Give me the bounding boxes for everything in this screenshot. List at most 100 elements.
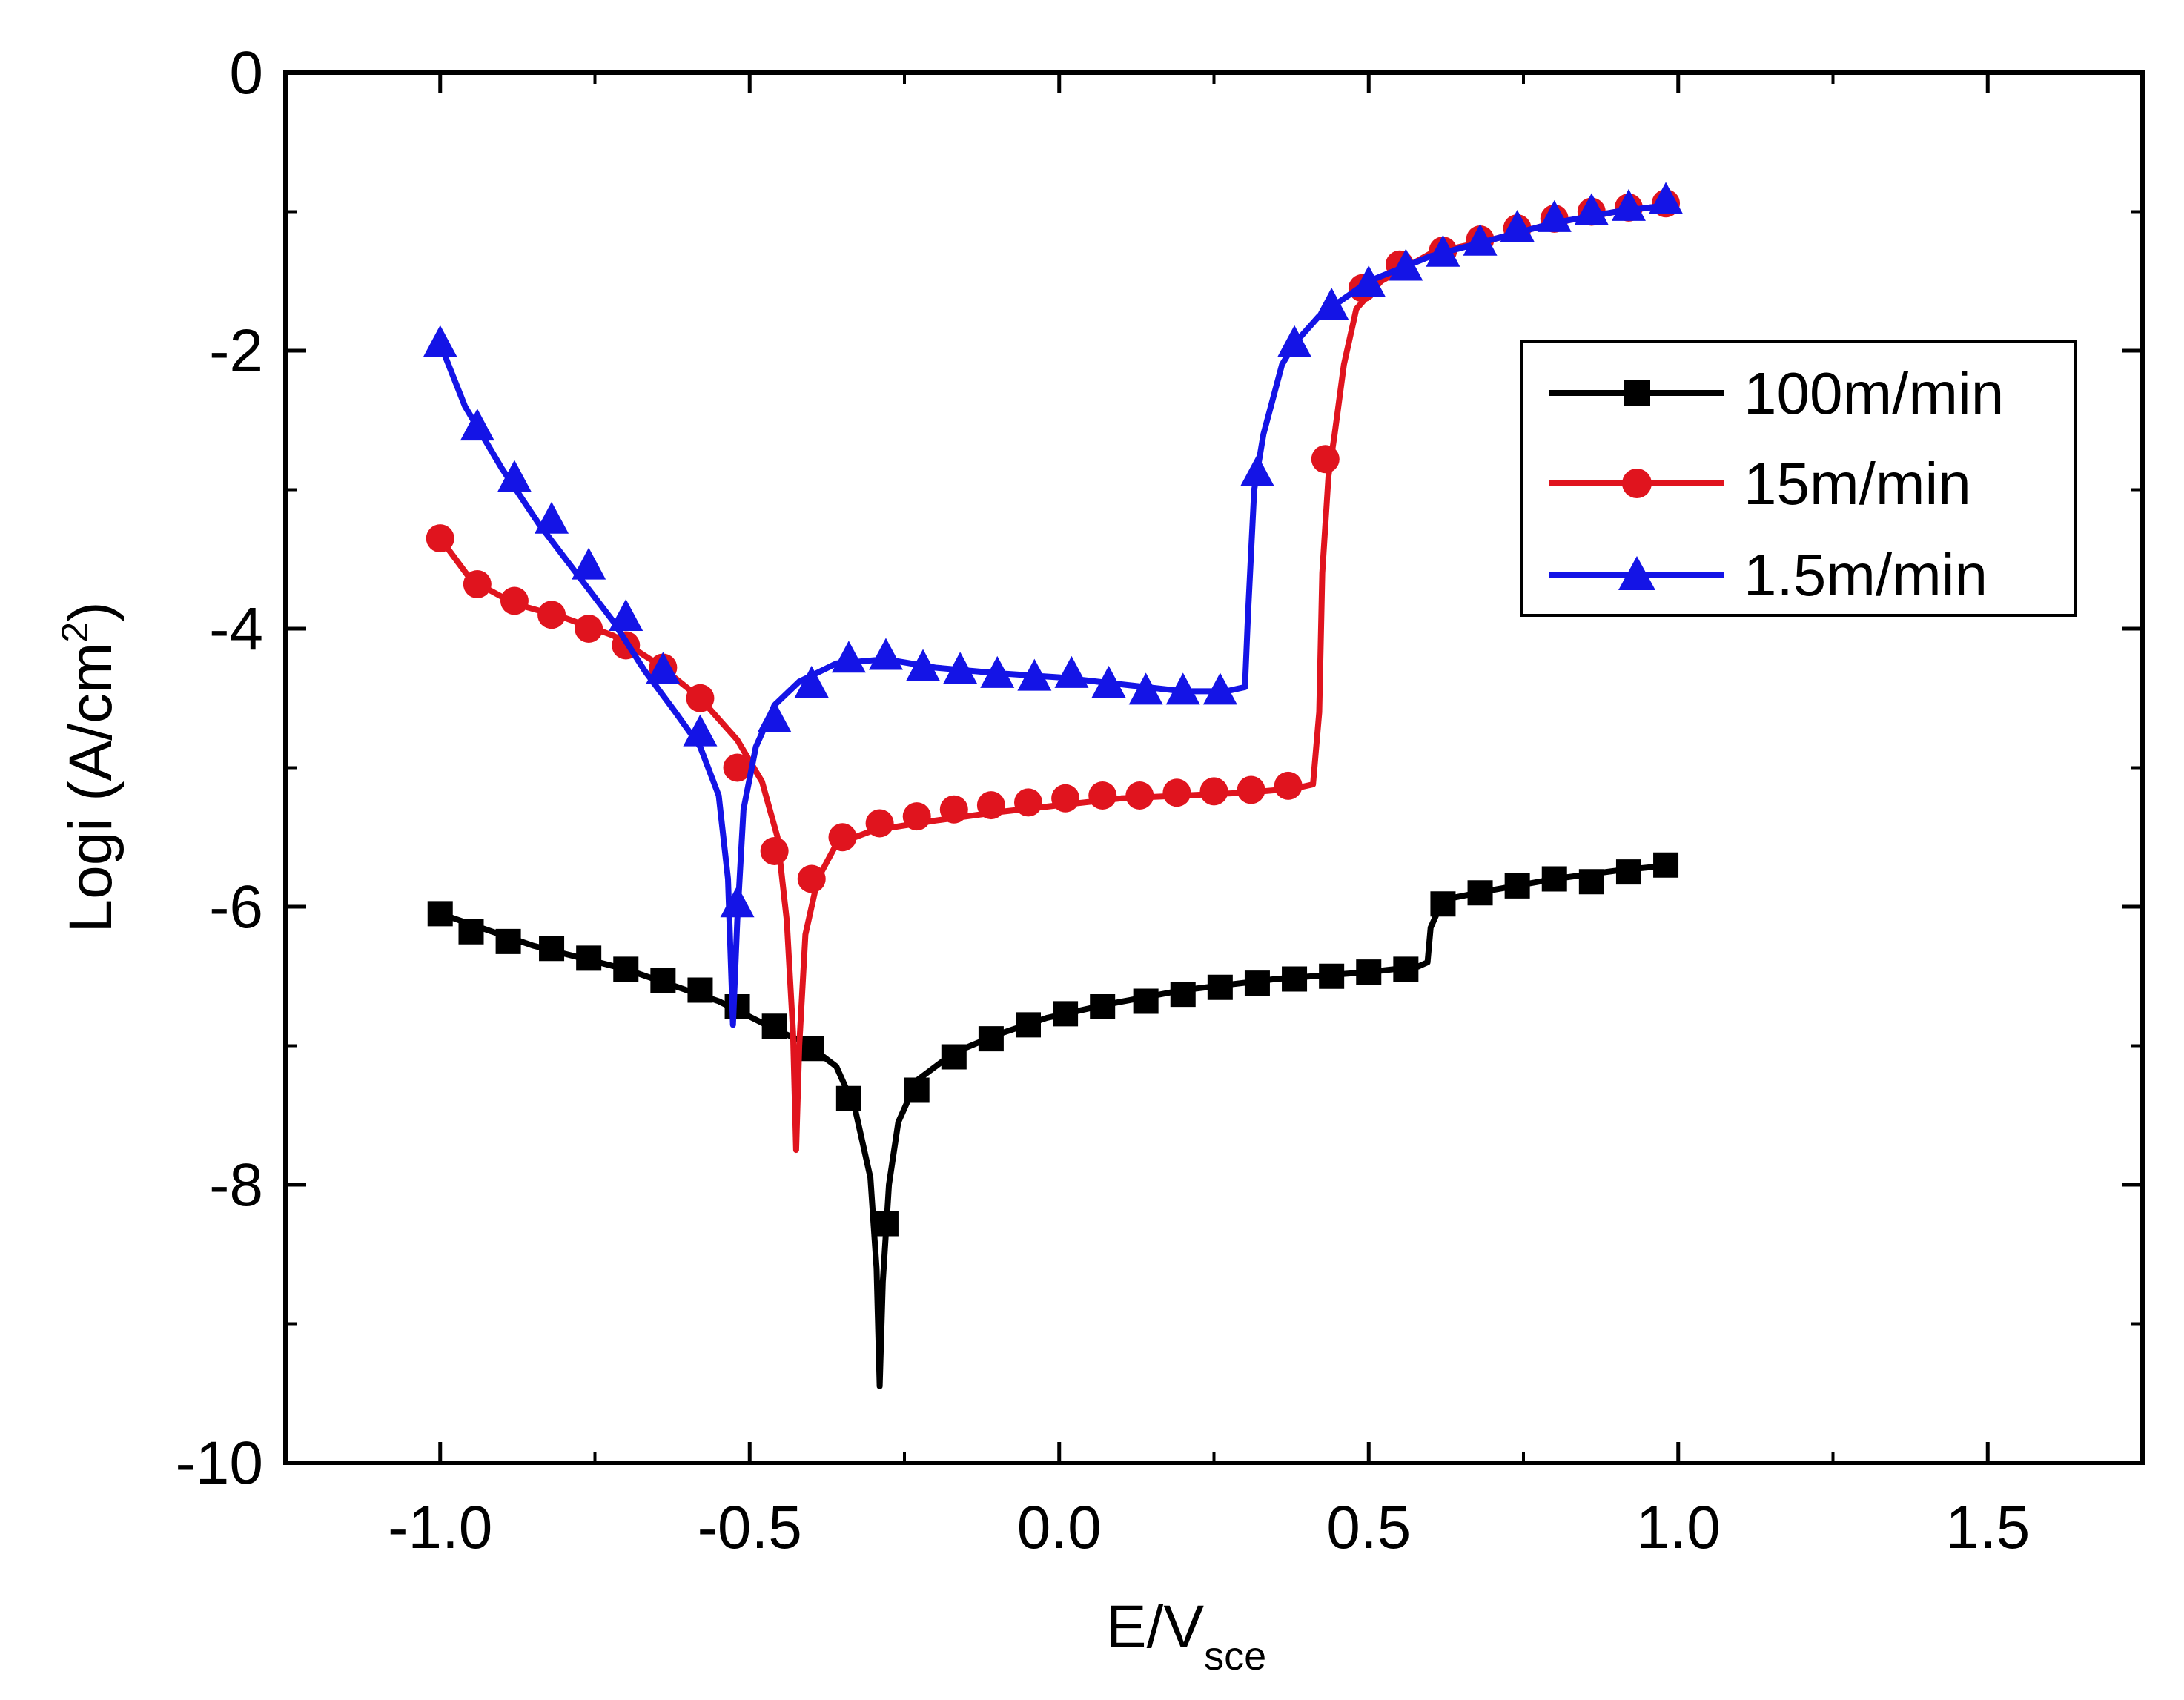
x-tick-label: 1.0 bbox=[1636, 1494, 1721, 1561]
legend-entry-100m-min: 100m/min bbox=[1549, 360, 2004, 426]
data-point-circle bbox=[1125, 781, 1154, 810]
data-point-triangle bbox=[1017, 658, 1052, 691]
data-point-triangle bbox=[646, 652, 681, 684]
series-15m-min bbox=[426, 189, 1681, 1154]
data-point-square bbox=[1653, 852, 1679, 878]
data-point-square bbox=[1504, 873, 1530, 899]
data-point-triangle bbox=[460, 409, 494, 441]
data-point-circle bbox=[828, 823, 857, 852]
data-point-circle bbox=[1088, 781, 1117, 810]
data-point-triangle bbox=[423, 325, 457, 357]
data-point-square bbox=[978, 1026, 1004, 1052]
data-point-square bbox=[1319, 963, 1345, 989]
y-tick-label: -6 bbox=[209, 873, 263, 941]
x-tick-label: 0.0 bbox=[1017, 1494, 1102, 1561]
data-point-square bbox=[1244, 970, 1270, 996]
tick-layer: -1.0 -0.5 0.0 0.5 1.0 1.5 0 -2 -4 -6 -8 -10 bbox=[175, 39, 2144, 1561]
data-point-circle bbox=[1237, 775, 1265, 804]
data-point-triangle bbox=[1611, 188, 1646, 221]
series-layer bbox=[423, 182, 1684, 1389]
data-point-triangle bbox=[572, 547, 606, 580]
data-point-circle bbox=[1014, 788, 1042, 817]
data-point-triangle bbox=[1165, 672, 1200, 705]
data-point-triangle bbox=[943, 652, 978, 684]
data-point-circle bbox=[902, 802, 931, 831]
data-point-square bbox=[1016, 1012, 1041, 1038]
legend-entry-1-5m-min: 1.5m/min bbox=[1549, 542, 1988, 608]
data-point-triangle bbox=[1202, 672, 1237, 705]
data-point-triangle bbox=[1500, 210, 1535, 242]
data-point-circle bbox=[865, 809, 894, 838]
data-point-triangle bbox=[868, 638, 903, 670]
data-point-square bbox=[873, 1211, 899, 1237]
legend-label-15m-min: 15m/min bbox=[1744, 451, 1971, 517]
data-point-square bbox=[1133, 988, 1159, 1014]
data-point-square bbox=[761, 1013, 787, 1039]
x-axis-title-subscript: sce bbox=[1204, 1634, 1266, 1678]
data-point-square bbox=[613, 956, 639, 982]
y-axis-title-superscript: 2 bbox=[54, 622, 96, 643]
y-axis-title-end: ) bbox=[57, 601, 125, 621]
data-point-triangle bbox=[1463, 223, 1498, 256]
data-point-triangle bbox=[1091, 666, 1126, 698]
data-point-circle bbox=[939, 795, 968, 824]
data-point-circle bbox=[1051, 784, 1080, 813]
data-point-square bbox=[1282, 966, 1308, 992]
data-point-triangle bbox=[1277, 325, 1312, 357]
data-point-square bbox=[1467, 880, 1493, 906]
data-point-square bbox=[1541, 866, 1567, 892]
y-tick-label: -4 bbox=[209, 595, 263, 663]
data-point-triangle bbox=[1389, 248, 1423, 281]
legend-entry-15m-min: 15m/min bbox=[1549, 451, 1971, 517]
data-point-triangle bbox=[1537, 199, 1572, 232]
data-point-triangle bbox=[535, 501, 569, 534]
data-point-square bbox=[650, 968, 676, 993]
data-point-triangle bbox=[609, 599, 643, 631]
data-point-triangle bbox=[1351, 265, 1386, 297]
data-point-square bbox=[539, 936, 565, 962]
data-point-triangle bbox=[1054, 655, 1089, 688]
data-point-square bbox=[576, 945, 602, 971]
y-tick-label: -10 bbox=[175, 1429, 263, 1497]
data-point-triangle bbox=[497, 460, 532, 492]
y-axis-title: Logi (A/cm2) bbox=[54, 601, 125, 933]
data-point-triangle bbox=[906, 649, 941, 681]
data-point-triangle bbox=[683, 714, 718, 747]
data-point-circle bbox=[426, 524, 454, 553]
series-1-5m-min bbox=[423, 182, 1684, 1028]
data-point-square bbox=[1090, 994, 1116, 1019]
data-point-circle bbox=[1199, 777, 1228, 806]
y-axis-title-main: Logi (A/cm bbox=[57, 643, 125, 933]
data-point-square bbox=[687, 977, 713, 1003]
data-point-circle bbox=[976, 791, 1005, 820]
data-point-square bbox=[835, 1085, 861, 1111]
data-point-circle bbox=[797, 864, 826, 893]
legend-circle-marker bbox=[1622, 469, 1652, 498]
data-point-triangle bbox=[831, 641, 866, 673]
y-tick-label: 0 bbox=[229, 39, 263, 107]
data-point-square bbox=[1170, 982, 1196, 1008]
data-point-triangle bbox=[1649, 182, 1684, 214]
data-point-square bbox=[904, 1077, 930, 1103]
data-point-square bbox=[1615, 859, 1641, 885]
data-point-circle bbox=[463, 570, 492, 598]
data-point-triangle bbox=[980, 655, 1015, 688]
data-point-triangle bbox=[720, 885, 755, 918]
data-point-square bbox=[1430, 891, 1456, 917]
data-point-square bbox=[458, 919, 484, 945]
data-point-triangle bbox=[1574, 193, 1609, 225]
plot-area-frame bbox=[283, 70, 2145, 1465]
data-point-triangle bbox=[1314, 288, 1349, 320]
data-point-square bbox=[1053, 1001, 1079, 1027]
x-axis-title-main: E/V bbox=[1106, 1593, 1204, 1661]
data-point-circle bbox=[1274, 771, 1303, 800]
x-tick-label: 1.5 bbox=[1945, 1494, 2030, 1561]
legend-square-marker bbox=[1624, 380, 1650, 406]
legend-label-1-5m-min: 1.5m/min bbox=[1744, 542, 1988, 608]
data-point-triangle bbox=[1240, 454, 1274, 486]
data-point-square bbox=[798, 1036, 824, 1062]
x-tick-label: -0.5 bbox=[698, 1494, 802, 1561]
legend-box bbox=[1520, 340, 2077, 617]
legend-label-100m-min: 100m/min bbox=[1744, 360, 2004, 426]
